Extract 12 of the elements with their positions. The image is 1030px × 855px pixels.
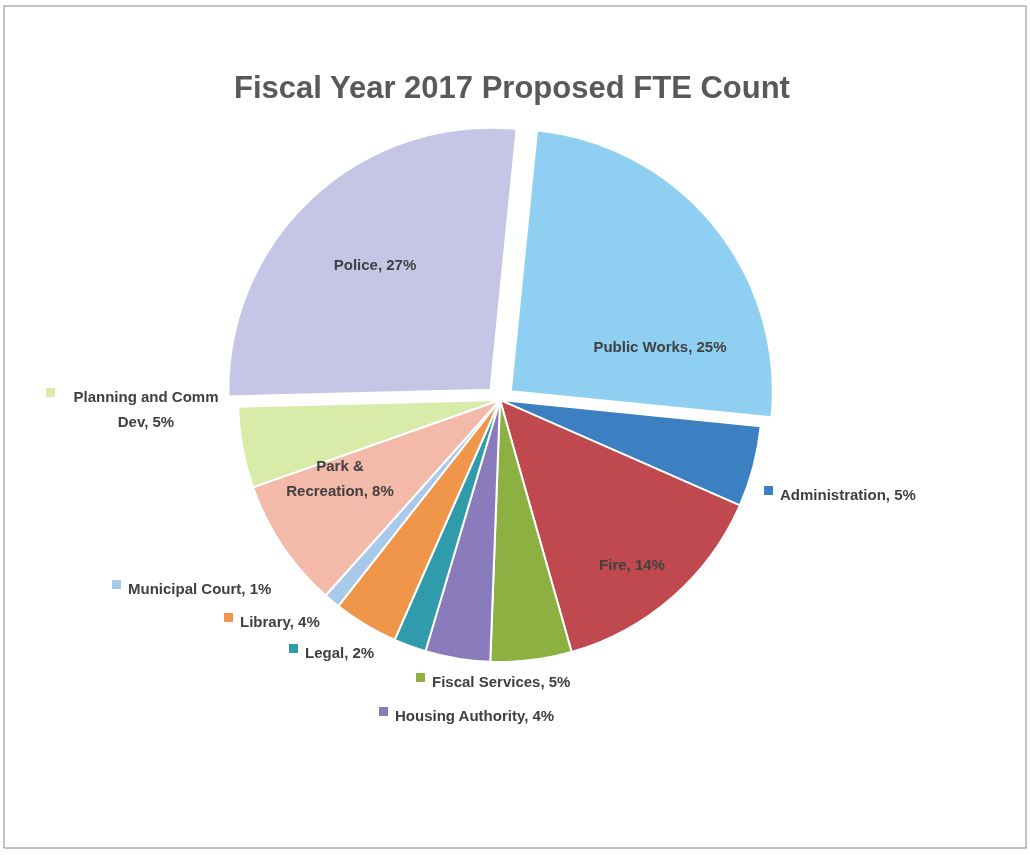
slice-label: Public Works, 25%	[593, 338, 727, 355]
legend-label: Administration, 5%	[780, 486, 916, 503]
legend-label: Planning and Comm Dev, 5%	[73, 388, 219, 430]
legend-label: Fiscal Services, 5%	[432, 673, 571, 690]
legend-label: Library, 4%	[240, 613, 320, 630]
slice-label: Fire, 14%	[599, 556, 665, 573]
slice-label: Park & Recreation, 8%	[285, 456, 395, 501]
slice-label: Police, 27%	[333, 256, 417, 273]
legend-label: Legal, 2%	[305, 644, 375, 661]
legend-label: Municipal Court, 1%	[128, 580, 272, 597]
legend-label: Housing Authority, 4%	[395, 707, 555, 724]
chart-title: Fiscal Year 2017 Proposed FTE Count	[234, 70, 790, 105]
